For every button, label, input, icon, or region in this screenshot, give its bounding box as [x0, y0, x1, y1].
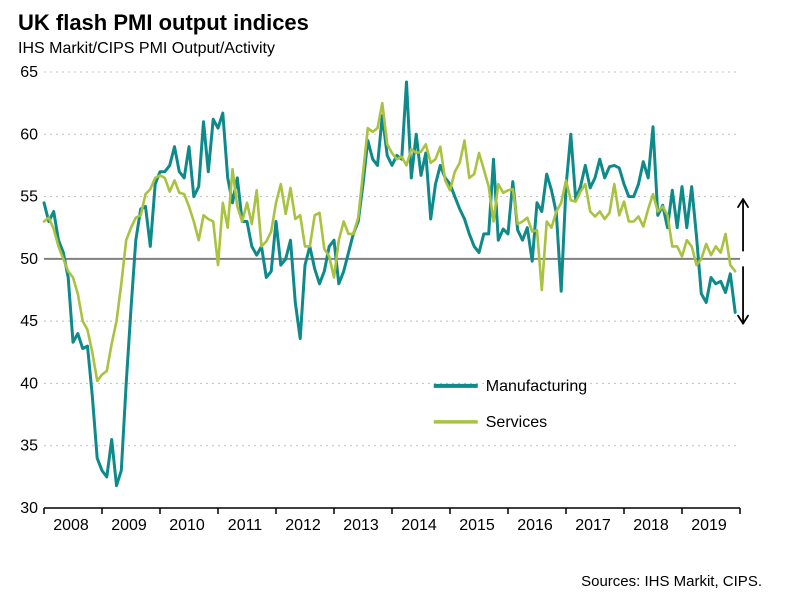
- y-tick-label: 60: [20, 126, 38, 143]
- chart-title: UK flash PMI output indices: [18, 10, 309, 36]
- x-tick-label: 2018: [633, 517, 669, 534]
- chart-subtitle: IHS Markit/CIPS PMI Output/Activity: [18, 40, 275, 58]
- y-tick-label: 30: [20, 500, 38, 517]
- x-tick-label: 2015: [459, 517, 495, 534]
- y-tick-label: 55: [20, 189, 38, 206]
- x-tick-label: 2016: [517, 517, 553, 534]
- chart-sources: Sources: IHS Markit, CIPS.: [581, 573, 762, 590]
- series-manufacturing: [44, 82, 735, 486]
- legend-label: Manufacturing: [486, 378, 587, 395]
- x-tick-label: 2008: [53, 517, 89, 534]
- y-tick-label: 65: [20, 64, 38, 81]
- x-tick-label: 2012: [285, 517, 321, 534]
- x-tick-label: 2017: [575, 517, 611, 534]
- y-tick-label: 50: [20, 251, 38, 268]
- x-tick-label: 2014: [401, 517, 437, 534]
- x-tick-label: 2019: [691, 517, 727, 534]
- x-tick-label: 2013: [343, 517, 379, 534]
- x-tick-label: 2009: [111, 517, 147, 534]
- x-tick-label: 2011: [228, 517, 263, 534]
- chart-container: UK flash PMI output indices IHS Markit/C…: [0, 0, 812, 598]
- y-tick-label: 40: [20, 375, 38, 392]
- y-tick-label: 45: [20, 313, 38, 330]
- y-tick-label: 35: [20, 438, 38, 455]
- series-services: [44, 103, 735, 381]
- legend-label: Services: [486, 414, 547, 431]
- x-tick-label: 2010: [169, 517, 205, 534]
- chart-plot: 3035404550556065200820092010201120122013…: [44, 66, 762, 536]
